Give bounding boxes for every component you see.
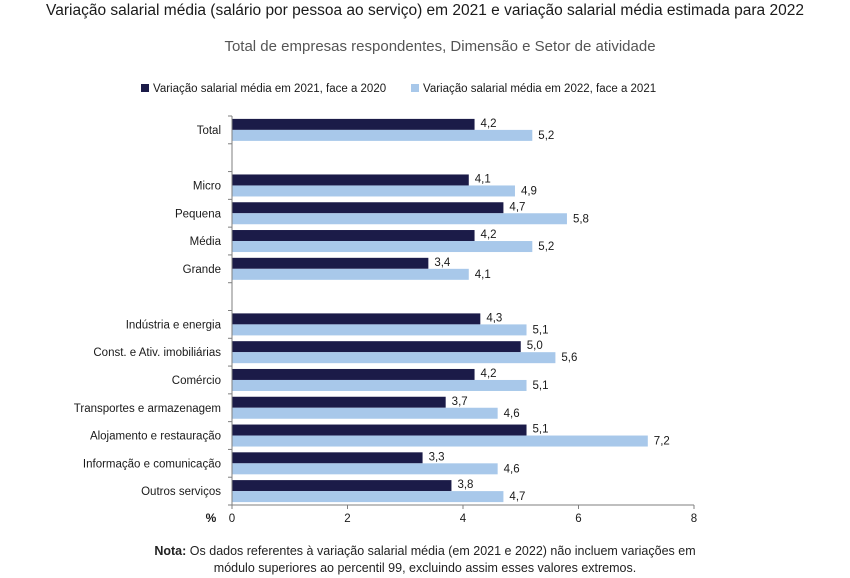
value-label-2021: 3,4 bbox=[434, 257, 451, 269]
legend: Variação salarial média em 2021, face a … bbox=[141, 83, 656, 95]
category-label: Informação e comunicação bbox=[83, 458, 221, 470]
category-label: Média bbox=[190, 236, 222, 248]
value-label-2022: 4,6 bbox=[504, 408, 520, 420]
value-label-2021: 4,3 bbox=[486, 312, 502, 324]
value-label-2022: 7,2 bbox=[654, 436, 670, 448]
bar-2022 bbox=[232, 491, 504, 503]
category-label: Transportes e armazenagem bbox=[74, 403, 221, 415]
value-label-2022: 5,1 bbox=[533, 324, 549, 336]
value-label-2022: 5,2 bbox=[538, 130, 554, 142]
bar-2021 bbox=[232, 452, 423, 464]
category-label: Micro bbox=[193, 180, 221, 192]
value-label-2022: 4,9 bbox=[521, 185, 537, 197]
bar-2022 bbox=[232, 268, 469, 280]
value-label-2021: 3,3 bbox=[429, 451, 445, 463]
category-label: Comércio bbox=[172, 375, 221, 387]
value-label-2022: 5,8 bbox=[573, 213, 589, 225]
footnote-label: Nota: bbox=[154, 544, 187, 558]
category-label: Outros serviços bbox=[141, 486, 221, 498]
bar-2022 bbox=[232, 379, 527, 391]
axes-layer: Total Micro Pequena Média Grande Indústria e … bbox=[74, 115, 697, 525]
x-tick-label: 6 bbox=[575, 513, 581, 525]
value-label-2021: 3,7 bbox=[452, 396, 468, 408]
value-label-2022: 5,1 bbox=[533, 380, 549, 392]
x-tick-label: 8 bbox=[691, 513, 697, 525]
x-tick-label: 0 bbox=[229, 513, 235, 525]
value-label-2021: 4,7 bbox=[509, 201, 525, 213]
bar-2021 bbox=[232, 424, 527, 436]
bar-2021 bbox=[232, 257, 429, 269]
bar-2022 bbox=[232, 241, 533, 253]
legend-label-2021: Variação salarial média em 2021, face a … bbox=[153, 83, 386, 95]
category-label: Const. e Ativ. imobiliárias bbox=[93, 347, 221, 359]
value-label-2022: 4,6 bbox=[504, 463, 520, 475]
footnote-line-1: Os dados referentes à variação salarial … bbox=[189, 544, 696, 558]
value-label-2021: 3,8 bbox=[457, 479, 473, 491]
value-label-2021: 4,2 bbox=[481, 368, 497, 380]
bar-2021 bbox=[232, 480, 452, 492]
chart-subtitle: Total de empresas respondentes, Dimensão… bbox=[224, 38, 656, 55]
bar-2022 bbox=[232, 352, 556, 364]
bar-2021 bbox=[232, 202, 504, 214]
category-label: Grande bbox=[183, 264, 221, 276]
x-tick-label: 2 bbox=[344, 513, 350, 525]
bar-2022 bbox=[232, 463, 498, 475]
bars-layer: 4,2 5,2 4,1 4,9 4,7 5,8 4,2 5,2 3,4 4,1 4,3 5,1 5,0 5… bbox=[232, 118, 670, 503]
value-label-2022: 5,6 bbox=[561, 352, 577, 364]
bar-2021 bbox=[232, 230, 475, 242]
bar-2022 bbox=[232, 407, 498, 419]
legend-swatch-2022 bbox=[411, 84, 419, 92]
value-label-2022: 4,7 bbox=[509, 491, 525, 503]
bar-2022 bbox=[232, 435, 648, 447]
footnote: Nota: Os dados referentes à variação sal… bbox=[0, 543, 850, 577]
category-label: Pequena bbox=[175, 208, 222, 220]
value-label-2022: 5,2 bbox=[538, 241, 554, 253]
bar-2021 bbox=[232, 118, 475, 130]
chart-title: Variação salarial média (salário por pes… bbox=[46, 2, 804, 19]
bar-2022 bbox=[232, 213, 567, 225]
x-axis-unit-label: % bbox=[206, 511, 217, 525]
value-label-2021: 4,2 bbox=[481, 118, 497, 130]
category-label: Total bbox=[197, 125, 221, 137]
legend-label-2022: Variação salarial média em 2022, face a … bbox=[423, 83, 656, 95]
bar-2021 bbox=[232, 174, 469, 186]
bar-2021 bbox=[232, 396, 446, 408]
bar-chart: Variação salarial média em 2021, face a … bbox=[74, 83, 697, 525]
value-label-2021: 4,1 bbox=[475, 173, 491, 185]
value-label-2021: 4,2 bbox=[481, 229, 497, 241]
bar-2022 bbox=[232, 129, 533, 141]
bar-2022 bbox=[232, 185, 515, 197]
x-tick-label: 4 bbox=[460, 513, 467, 525]
value-label-2021: 5,0 bbox=[527, 340, 543, 352]
category-label: Alojamento e restauração bbox=[90, 431, 221, 443]
bar-2021 bbox=[232, 341, 521, 353]
value-label-2021: 5,1 bbox=[533, 424, 549, 436]
value-label-2022: 4,1 bbox=[475, 269, 491, 281]
bar-2022 bbox=[232, 324, 527, 336]
bar-2021 bbox=[232, 313, 481, 325]
category-label: Indústria e energia bbox=[126, 319, 222, 331]
footnote-line-2: módulo superiores ao percentil 99, exclu… bbox=[213, 561, 637, 575]
legend-swatch-2021 bbox=[141, 84, 149, 92]
bar-2021 bbox=[232, 368, 475, 380]
